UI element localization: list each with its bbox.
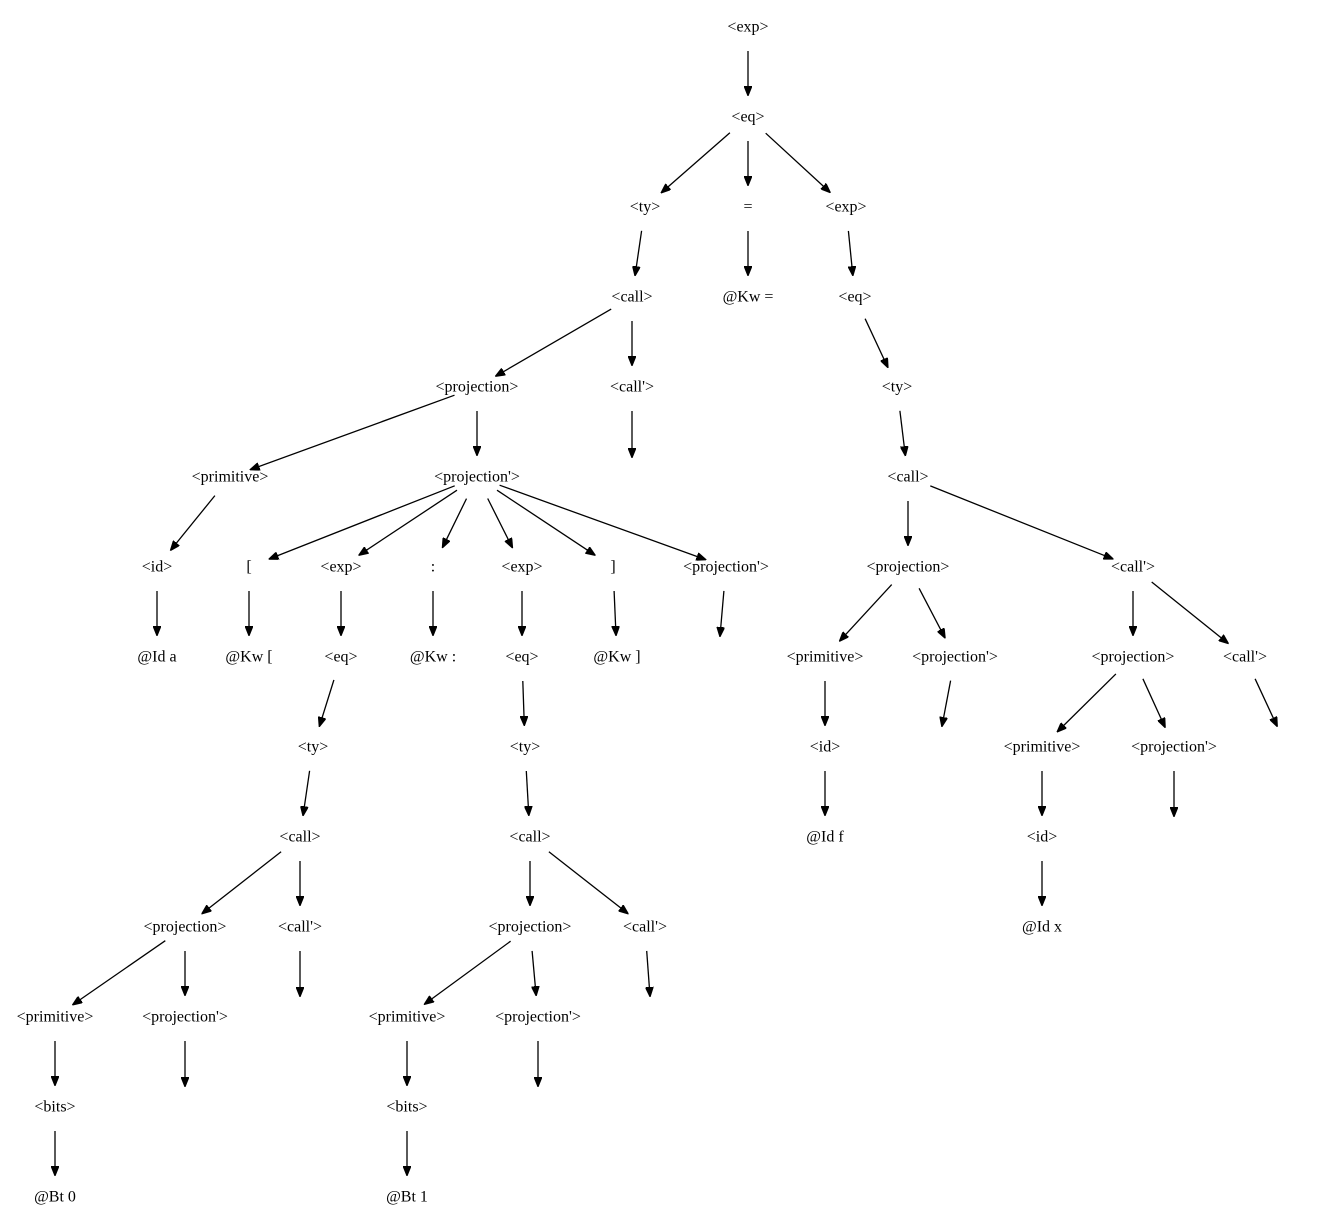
tree-edge-n13-n21 [499, 484, 706, 559]
tree-edge-n13-n18 [443, 498, 468, 548]
tree-node-n43: <projection> [144, 919, 227, 936]
tree-node-n27: @Kw : [410, 649, 456, 666]
tree-node-n15: <id> [142, 559, 173, 576]
tree-node-n53: <bits> [386, 1099, 427, 1116]
tree-edge-n2-n5 [765, 132, 830, 192]
tree-edge-n45-n50 [425, 940, 511, 1004]
tree-edge-n13-n16 [270, 485, 455, 559]
tree-node-n45: <projection> [489, 919, 572, 936]
tree-node-n22: <projection> [867, 559, 950, 576]
tree-edge-n9-n12 [251, 394, 455, 469]
tree-node-n48: <primitive> [17, 1009, 94, 1026]
tree-node-n54: @Bt 0 [34, 1189, 76, 1206]
tree-node-n18: : [431, 559, 435, 576]
tree-node-n3: <ty> [630, 199, 661, 216]
tree-node-n40: <call> [509, 829, 550, 846]
tree-edge-n43-n48 [73, 940, 166, 1005]
tree-node-n25: @Kw [ [225, 649, 272, 666]
tree-node-n34: <ty> [298, 739, 329, 756]
tree-node-n9: <projection> [436, 379, 519, 396]
tree-node-n23: <call'> [1111, 559, 1155, 576]
tree-node-n12: <primitive> [192, 469, 269, 486]
tree-node-n21: <projection'> [683, 559, 769, 576]
tree-edge-n28-n35 [523, 680, 525, 725]
tree-node-n32: <projection> [1092, 649, 1175, 666]
tree-node-n41: @Id f [806, 829, 844, 846]
tree-node-n44: <call'> [278, 919, 322, 936]
tree-node-n11: <ty> [882, 379, 913, 396]
tree-node-n46: <call'> [623, 919, 667, 936]
tree-node-n28: <eq> [505, 649, 538, 666]
tree-edge-n21-empty [720, 590, 724, 636]
tree-edge-n13-n20 [496, 489, 595, 555]
tree-node-n8: <eq> [838, 289, 871, 306]
tree-edge-n22-n30 [840, 584, 893, 641]
tree-node-n39: <call> [279, 829, 320, 846]
tree-edge-n32-n37 [1058, 673, 1117, 732]
tree-node-n4: = [743, 199, 752, 216]
tree-edge-n22-n31 [918, 587, 945, 637]
tree-edge-n33-empty [1254, 678, 1277, 726]
tree-edge-n23-n33 [1151, 581, 1228, 643]
tree-edge-n34-n39 [303, 770, 311, 815]
tree-node-n5: <exp> [825, 199, 866, 216]
tree-edge-n32-n38 [1142, 678, 1165, 727]
tree-node-n38: <projection'> [1131, 739, 1217, 756]
tree-node-n26: <eq> [324, 649, 357, 666]
tree-edge-n35-n40 [526, 770, 529, 815]
tree-node-n52: <bits> [34, 1099, 75, 1116]
tree-node-n35: <ty> [510, 739, 541, 756]
tree-edge-n13-n17 [359, 489, 458, 555]
tree-edge-n40-n46 [548, 851, 628, 914]
tree-node-n37: <primitive> [1004, 739, 1081, 756]
tree-node-n19: <exp> [501, 559, 542, 576]
tree-edge-n5-n8 [847, 230, 852, 275]
tree-edge-n45-n51 [532, 950, 536, 995]
tree-edge-n31-empty [942, 680, 952, 726]
tree-node-n16: [ [246, 559, 251, 576]
tree-node-n50: <primitive> [369, 1009, 446, 1026]
tree-edge-n39-n43 [202, 851, 282, 914]
tree-node-n29: @Kw ] [593, 649, 640, 666]
tree-node-n42: <id> [1027, 829, 1058, 846]
tree-edges [55, 51, 1277, 1175]
tree-node-n33: <call'> [1223, 649, 1267, 666]
tree-edge-n14-n23 [930, 485, 1112, 559]
tree-node-n13: <projection'> [434, 469, 520, 486]
tree-edge-n8-n11 [864, 318, 888, 367]
tree-edge-n3-n6 [635, 230, 643, 275]
tree-edge-n20-n29 [614, 590, 616, 635]
tree-node-n30: <primitive> [787, 649, 864, 666]
tree-edge-n13-n19 [487, 498, 513, 548]
tree-edge-n26-n34 [320, 679, 335, 726]
tree-edge-n2-n3 [662, 132, 731, 193]
tree-node-n6: <call> [611, 289, 652, 306]
tree-node-n14: <call> [887, 469, 928, 486]
tree-node-n17: <exp> [320, 559, 361, 576]
tree-edge-n11-n14 [899, 410, 905, 455]
tree-edge-n6-n9 [496, 308, 612, 376]
tree-node-n1: <exp> [727, 19, 768, 36]
tree-node-n49: <projection'> [142, 1009, 228, 1026]
tree-node-n36: <id> [810, 739, 841, 756]
tree-node-n31: <projection'> [912, 649, 998, 666]
tree-node-n20: ] [610, 559, 615, 576]
tree-node-n51: <projection'> [495, 1009, 581, 1026]
tree-edge-n46-empty [647, 950, 650, 996]
tree-nodes: <exp> <eq> <ty> = <exp> <call> @Kw = <eq> <proje… [17, 19, 1267, 1206]
tree-node-n47: @Id x [1022, 919, 1062, 936]
tree-node-n7: @Kw = [723, 289, 774, 306]
tree-node-n55: @Bt 1 [386, 1189, 428, 1206]
tree-edge-n12-n15 [171, 495, 216, 550]
tree-node-n10: <call'> [610, 379, 654, 396]
tree-node-n24: @Id a [137, 649, 176, 666]
tree-node-n2: <eq> [731, 109, 764, 126]
